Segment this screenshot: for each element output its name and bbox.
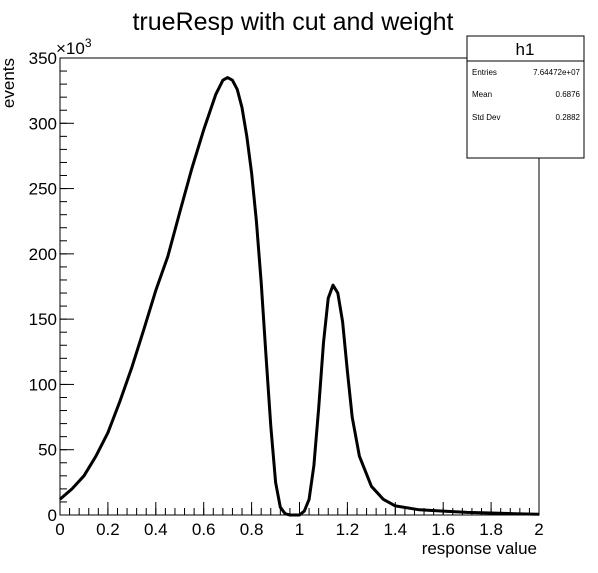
x-tick-label: 0.2 <box>96 520 120 539</box>
x-tick-label: 1.8 <box>479 520 503 539</box>
x-tick-label: 1.2 <box>336 520 360 539</box>
y-tick-label: 100 <box>29 375 57 394</box>
chart-title: trueResp with cut and weight <box>132 8 453 36</box>
stats-box-frame <box>466 35 585 159</box>
stats-entries-value: 7.64472e+07 <box>533 68 580 77</box>
stats-mean-value: 0.6876 <box>556 90 581 99</box>
x-tick-label: 1.6 <box>431 520 455 539</box>
y-tick-label: 200 <box>29 245 57 264</box>
y-tick-label: 350 <box>29 49 57 68</box>
y-multiplier: ×103 <box>56 36 92 58</box>
y-tick-label: 300 <box>29 114 57 133</box>
x-tick-label: 0 <box>55 520 64 539</box>
y-tick-label: 150 <box>29 310 57 329</box>
stats-stddev-label: Std Dev <box>472 113 500 122</box>
x-axis-label: response value <box>422 539 537 558</box>
y-axis-label: events <box>0 58 18 108</box>
stats-mean-label: Mean <box>472 90 492 99</box>
y-multiplier-base: ×10 <box>56 39 85 58</box>
stats-box: h1 Entries 7.64472e+07 Mean 0.6876 Std D… <box>466 35 585 159</box>
x-tick-label: 0.8 <box>240 520 264 539</box>
x-tick-label: 1 <box>295 520 304 539</box>
stats-entries-label: Entries <box>472 68 497 77</box>
x-tick-label: 0.6 <box>192 520 216 539</box>
stats-stddev-value: 0.2882 <box>556 113 581 122</box>
y-tick-label: 0 <box>48 506 57 525</box>
y-tick-label: 250 <box>29 180 57 199</box>
y-ticks: 0 50 100 150 200 250 300 350 <box>29 49 74 525</box>
x-tick-label: 2 <box>534 520 543 539</box>
x-ticks: 0 0.2 0.4 0.6 0.8 1 1.2 1.4 1.6 1.8 2 <box>55 502 544 539</box>
x-tick-label: 0.4 <box>144 520 168 539</box>
series-line <box>59 76 540 517</box>
x-tick-label: 1.4 <box>383 520 407 539</box>
y-tick-label: 50 <box>38 441 57 460</box>
y-multiplier-exponent: 3 <box>85 36 92 50</box>
stats-box-name: h1 <box>516 40 535 59</box>
